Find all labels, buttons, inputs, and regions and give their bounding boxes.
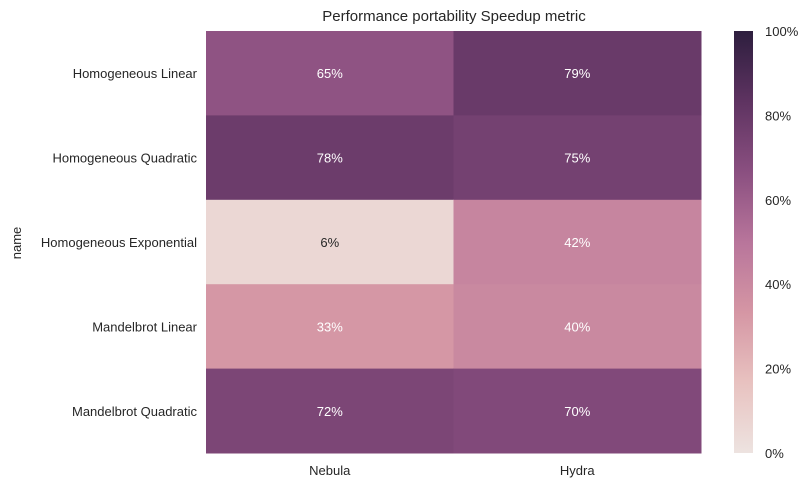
column-tick-labels: Nebula Hydra — [309, 463, 595, 478]
heatmap-cell-label: 72% — [317, 404, 343, 419]
colorbar-tick-label: 100% — [765, 24, 799, 39]
heatmap-cell-label: 79% — [564, 66, 590, 81]
row-tick-label: Homogeneous Linear — [73, 66, 198, 81]
heatmap-cell — [206, 368, 454, 454]
colorbar-tick-label: 80% — [765, 108, 791, 123]
colorbar-tick-label: 0% — [765, 446, 784, 461]
colorbar-tick-labels: 0% 20% 40% 60% 80% 100% — [765, 24, 799, 461]
heatmap-cells — [206, 31, 702, 454]
heatmap-cell — [206, 284, 454, 370]
row-tick-label: Mandelbrot Quadratic — [72, 404, 198, 419]
column-tick-label: Hydra — [560, 463, 595, 478]
heatmap-cell-label: 78% — [317, 151, 343, 166]
row-tick-label: Homogeneous Quadratic — [52, 151, 197, 166]
row-tick-label: Homogeneous Exponential — [41, 235, 197, 250]
heatmap-cell-label: 42% — [564, 235, 590, 250]
heatmap-cell-labels: 65% 79% 78% 75% 6% 42% 33% 40% 72% 70% — [317, 66, 591, 419]
heatmap-cell-label: 6% — [320, 235, 339, 250]
colorbar-tick-label: 20% — [765, 362, 791, 377]
row-tick-labels: Homogeneous Linear Homogeneous Quadratic H… — [41, 66, 198, 419]
y-axis-label: name — [9, 227, 24, 260]
colorbar-tick-label: 60% — [765, 193, 791, 208]
heatmap-cell — [453, 368, 702, 454]
heatmap-cell-label: 40% — [564, 319, 590, 334]
heatmap-cell — [453, 31, 702, 116]
heatmap-cell — [206, 115, 454, 201]
row-tick-label: Mandelbrot Linear — [92, 319, 197, 334]
heatmap-cell-label: 33% — [317, 319, 343, 334]
heatmap-cell — [453, 199, 702, 285]
chart-title: Performance portability Speedup metric — [322, 8, 586, 25]
heatmap-cell — [206, 31, 454, 116]
heatmap-cell — [453, 284, 702, 370]
heatmap-cell-label: 65% — [317, 66, 343, 81]
colorbar — [734, 31, 753, 453]
heatmap-cell-label: 70% — [564, 404, 590, 419]
heatmap-cell — [453, 115, 702, 201]
colorbar-tick-label: 40% — [765, 277, 791, 292]
heatmap-cell-label: 75% — [564, 151, 590, 166]
column-tick-label: Nebula — [309, 463, 351, 478]
heatmap-cell — [206, 199, 454, 285]
